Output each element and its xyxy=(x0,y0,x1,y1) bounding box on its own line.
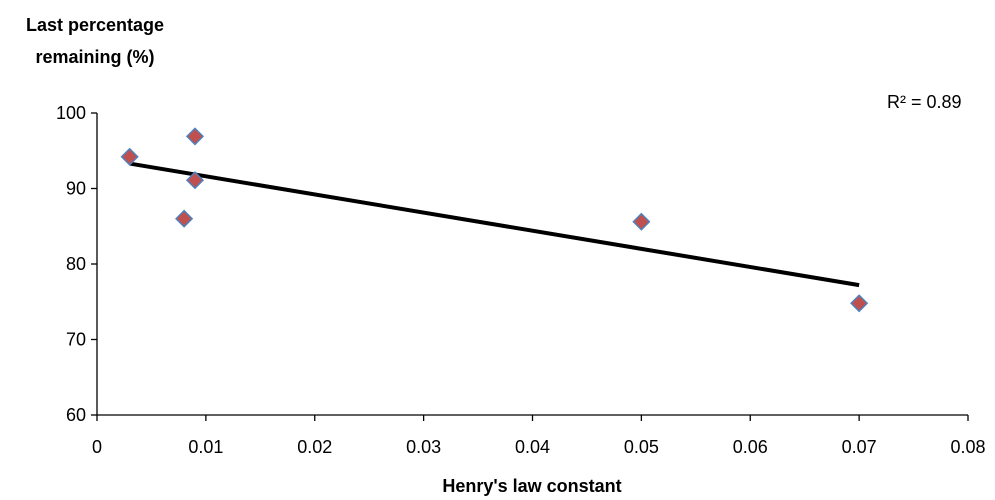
data-point xyxy=(185,127,205,146)
data-point xyxy=(175,209,194,228)
x-tick-label: 0.01 xyxy=(188,437,223,457)
r-squared-annotation: R² = 0.89 xyxy=(887,92,962,112)
x-tick-label: 0.02 xyxy=(297,437,332,457)
y-axis-label-line-1: Last percentage xyxy=(26,15,164,35)
y-tick-label: 70 xyxy=(66,330,86,350)
axes: 60 70 80 90 100 0 0.01 0.02 0.03 0.04 0.05 0.06 0.07… xyxy=(56,103,986,457)
x-tick-label: 0 xyxy=(92,437,102,457)
x-tick-label: 0.07 xyxy=(842,437,877,457)
x-tick-label: 0.04 xyxy=(515,437,550,457)
data-points xyxy=(120,127,869,313)
x-tick-label: 0.08 xyxy=(950,437,985,457)
y-tick-label: 90 xyxy=(66,179,86,199)
y-tick-label: 60 xyxy=(66,405,86,425)
x-tick-label: 0.05 xyxy=(624,437,659,457)
data-point xyxy=(632,212,651,231)
data-point xyxy=(185,171,205,190)
x-tick-label: 0.06 xyxy=(733,437,768,457)
y-axis-label-line-2: remaining (%) xyxy=(35,47,154,67)
x-tick-label: 0.03 xyxy=(406,437,441,457)
data-point xyxy=(120,147,139,166)
x-axis-label: Henry's law constant xyxy=(442,476,621,496)
y-tick-label: 80 xyxy=(66,254,86,274)
data-point xyxy=(850,294,869,313)
trendline xyxy=(129,161,860,288)
trendline-group xyxy=(129,161,860,288)
y-tick-label: 100 xyxy=(56,103,86,123)
